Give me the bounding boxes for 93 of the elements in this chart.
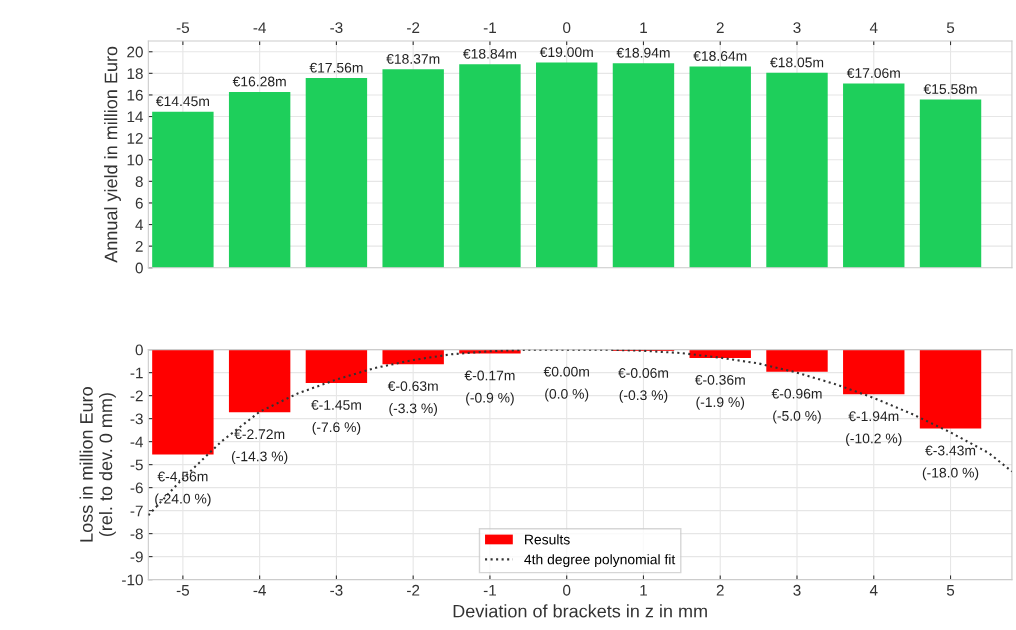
legend-label: 4th degree polynomial fit [524,554,676,568]
y-tick-label: -8 [130,528,143,540]
x-tick-label: -2 [407,584,420,596]
y-tick-label: -9 [130,551,143,563]
annotation: (-0.3 %) [619,389,668,403]
annotation: (-3.3 %) [389,403,438,416]
data-label: €17.06m [846,68,900,78]
annotation: (-18.0 %) [922,467,979,481]
data-label: €0.00m [543,366,589,377]
x-tick-label: -5 [176,22,190,34]
bar [152,111,214,268]
y-tick-label: 12 [127,133,143,144]
annotation: (-7.6 %) [312,421,361,435]
x-tick-label: 0 [563,584,571,596]
data-label: €-2.72m [234,429,285,440]
data-label: €15.58m [923,84,977,94]
bar [459,64,521,268]
y-tick-label: 14 [127,111,144,123]
bar [228,91,291,268]
bar [612,63,675,268]
data-label: €-0.96m [771,388,822,399]
x-tick-label: 2 [716,22,724,33]
x-tick-label: -4 [253,585,266,596]
y-tick-label: 2 [135,241,143,252]
data-label: €16.28m [232,76,286,87]
bar [766,72,828,268]
bar [843,83,905,268]
x-axis-title: Deviation of brackets in z in mm [453,604,707,618]
x-tick-label: -3 [330,22,343,34]
annotation: (-24.0 %) [155,493,211,507]
annotation: (-1.9 %) [696,396,745,410]
x-tick-label: 5 [946,22,955,34]
y-tick-label: 4 [135,219,144,231]
legend-label: Results [525,534,570,545]
x-tick-label: -1 [483,22,496,33]
y-tick-label: 16 [127,89,143,101]
bar [919,99,982,268]
annotation: (-0.9 %) [466,392,514,406]
y-tick-label: -5 [130,459,143,471]
data-label: €17.56m [309,62,363,73]
x-tick-label: -2 [407,22,420,33]
data-label: €18.84m [463,48,517,59]
x-tick-label: 4 [869,22,878,33]
x-tick-label: -4 [253,22,266,33]
y-axis-title: Annual yield in million Euro [104,46,121,263]
y-tick-label: -7 [130,505,143,517]
data-label: €-0.63m [387,381,438,392]
y-tick-label: 10 [127,154,143,166]
x-tick-label: 2 [716,584,724,596]
data-label: €-1.94m [848,411,899,422]
data-label: €-0.06m [618,368,669,378]
data-label: €18.64m [693,51,747,61]
annotation: (-5.0 %) [773,410,821,424]
x-tick-label: -1 [483,585,496,596]
data-label: €19.00m [539,47,593,58]
data-label: €18.94m [616,47,670,58]
x-tick-label: 3 [793,22,801,34]
y-tick-label: 18 [127,68,143,80]
y-tick-label: 6 [135,197,143,209]
bar [382,69,444,268]
annotation: (-10.2 %) [846,433,902,447]
data-label: €-3.43m [925,445,976,456]
data-label: €18.37m [386,54,440,64]
x-tick-label: -3 [330,584,343,596]
x-tick-label: 1 [640,585,647,596]
y-tick-label: -6 [130,482,143,494]
y-tick-label: -2 [130,390,143,402]
x-tick-label: 4 [869,585,878,596]
y-tick-label: 8 [135,176,143,188]
y-tick-label: -4 [130,436,144,448]
data-label: €-0.17m [464,370,515,381]
bar [536,62,598,268]
y-tick-label: 0 [135,262,143,274]
x-tick-label: 0 [563,22,571,34]
bar [305,78,368,268]
y-tick-label: 0 [135,344,143,356]
annotation: (-14.3 %) [231,451,288,465]
bar [689,66,751,268]
x-tick-label: 5 [946,585,955,596]
y-tick-label: -10 [122,574,143,586]
data-label: €-4.56m [157,471,208,482]
data-label: €14.45m [155,96,209,107]
data-label: €-0.36m [694,374,745,385]
y-tick-label: 20 [127,46,143,58]
data-label: €-1.45m [311,400,361,410]
x-tick-label: 3 [793,584,801,596]
annotation: (0.0 %) [545,388,589,402]
x-tick-label: 1 [640,22,647,33]
data-label: €18.05m [770,57,824,68]
x-tick-label: -5 [176,585,190,596]
y-tick-label: -1 [130,367,143,379]
y-tick-label: -3 [130,413,143,425]
y-axis-title: Loss in million Euro (rel. to dev. 0 mm) [79,387,116,542]
